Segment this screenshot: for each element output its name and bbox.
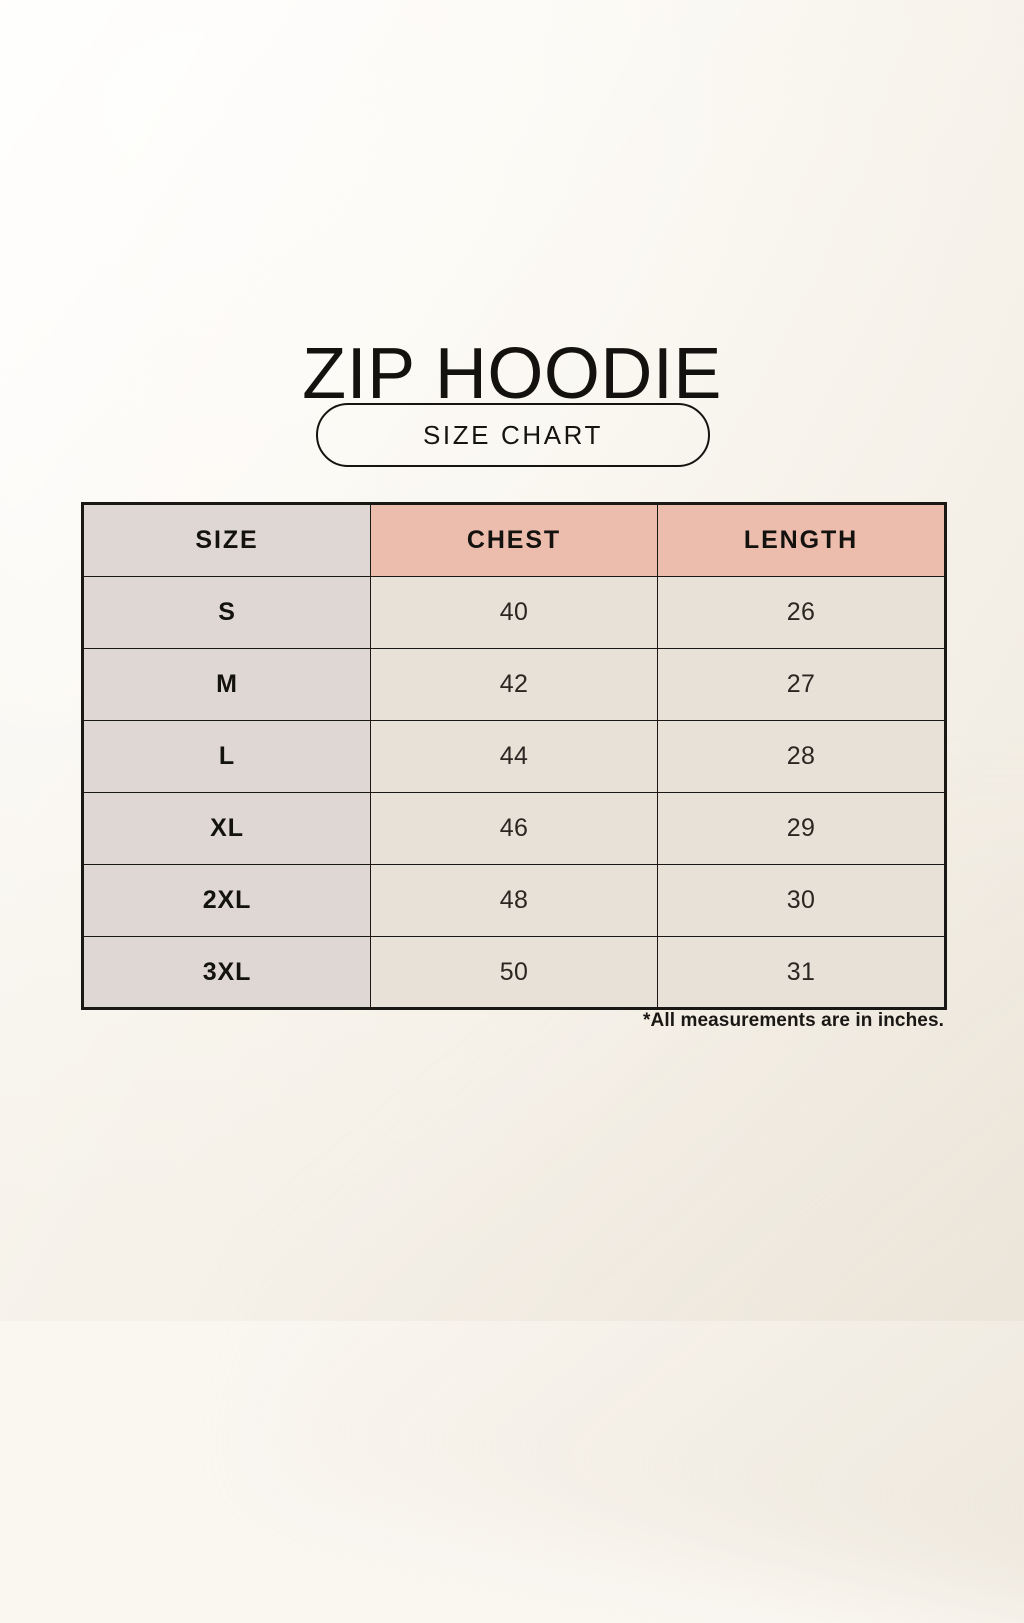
cell-size: M [82,648,371,721]
cell-size: 2XL [82,864,371,937]
cell-chest: 48 [370,864,658,937]
cell-size: XL [82,792,371,865]
table-row: XL 46 29 [82,792,946,865]
cell-length: 31 [657,936,946,1009]
cell-length: 26 [657,576,946,649]
cell-chest: 44 [370,720,658,793]
cell-size: L [82,720,371,793]
column-header-size: SIZE [82,503,371,577]
size-chart-table: SIZE CHEST LENGTH S 40 26 M 42 27 L 44 2… [81,502,947,1010]
cell-chest: 46 [370,792,658,865]
table-body: S 40 26 M 42 27 L 44 28 XL 46 29 2XL 48 [82,576,946,1009]
table-row: S 40 26 [82,576,946,649]
table-header-row: SIZE CHEST LENGTH [82,503,946,577]
size-chart-content: ZIP HOODIE SIZE CHART SIZE CHEST LENGTH … [81,334,947,1031]
table-header: SIZE CHEST LENGTH [82,503,946,577]
measurement-unit-note: *All measurements are in inches. [643,1010,944,1031]
table-row: M 42 27 [82,648,946,721]
page-title: ZIP HOODIE [302,334,722,415]
table-row: 2XL 48 30 [82,864,946,937]
table-row: L 44 28 [82,720,946,793]
cell-length: 29 [657,792,946,865]
cell-chest: 50 [370,936,658,1009]
size-chart-badge: SIZE CHART [316,403,710,467]
cell-size: S [82,576,371,649]
cell-length: 27 [657,648,946,721]
cell-chest: 42 [370,648,658,721]
cell-length: 30 [657,864,946,937]
cell-length: 28 [657,720,946,793]
size-chart-badge-label: SIZE CHART [422,419,604,450]
column-header-length: LENGTH [657,503,946,577]
column-header-chest: CHEST [370,503,658,577]
table-row: 3XL 50 31 [82,936,946,1009]
cell-chest: 40 [370,576,658,649]
cell-size: 3XL [82,936,371,1009]
